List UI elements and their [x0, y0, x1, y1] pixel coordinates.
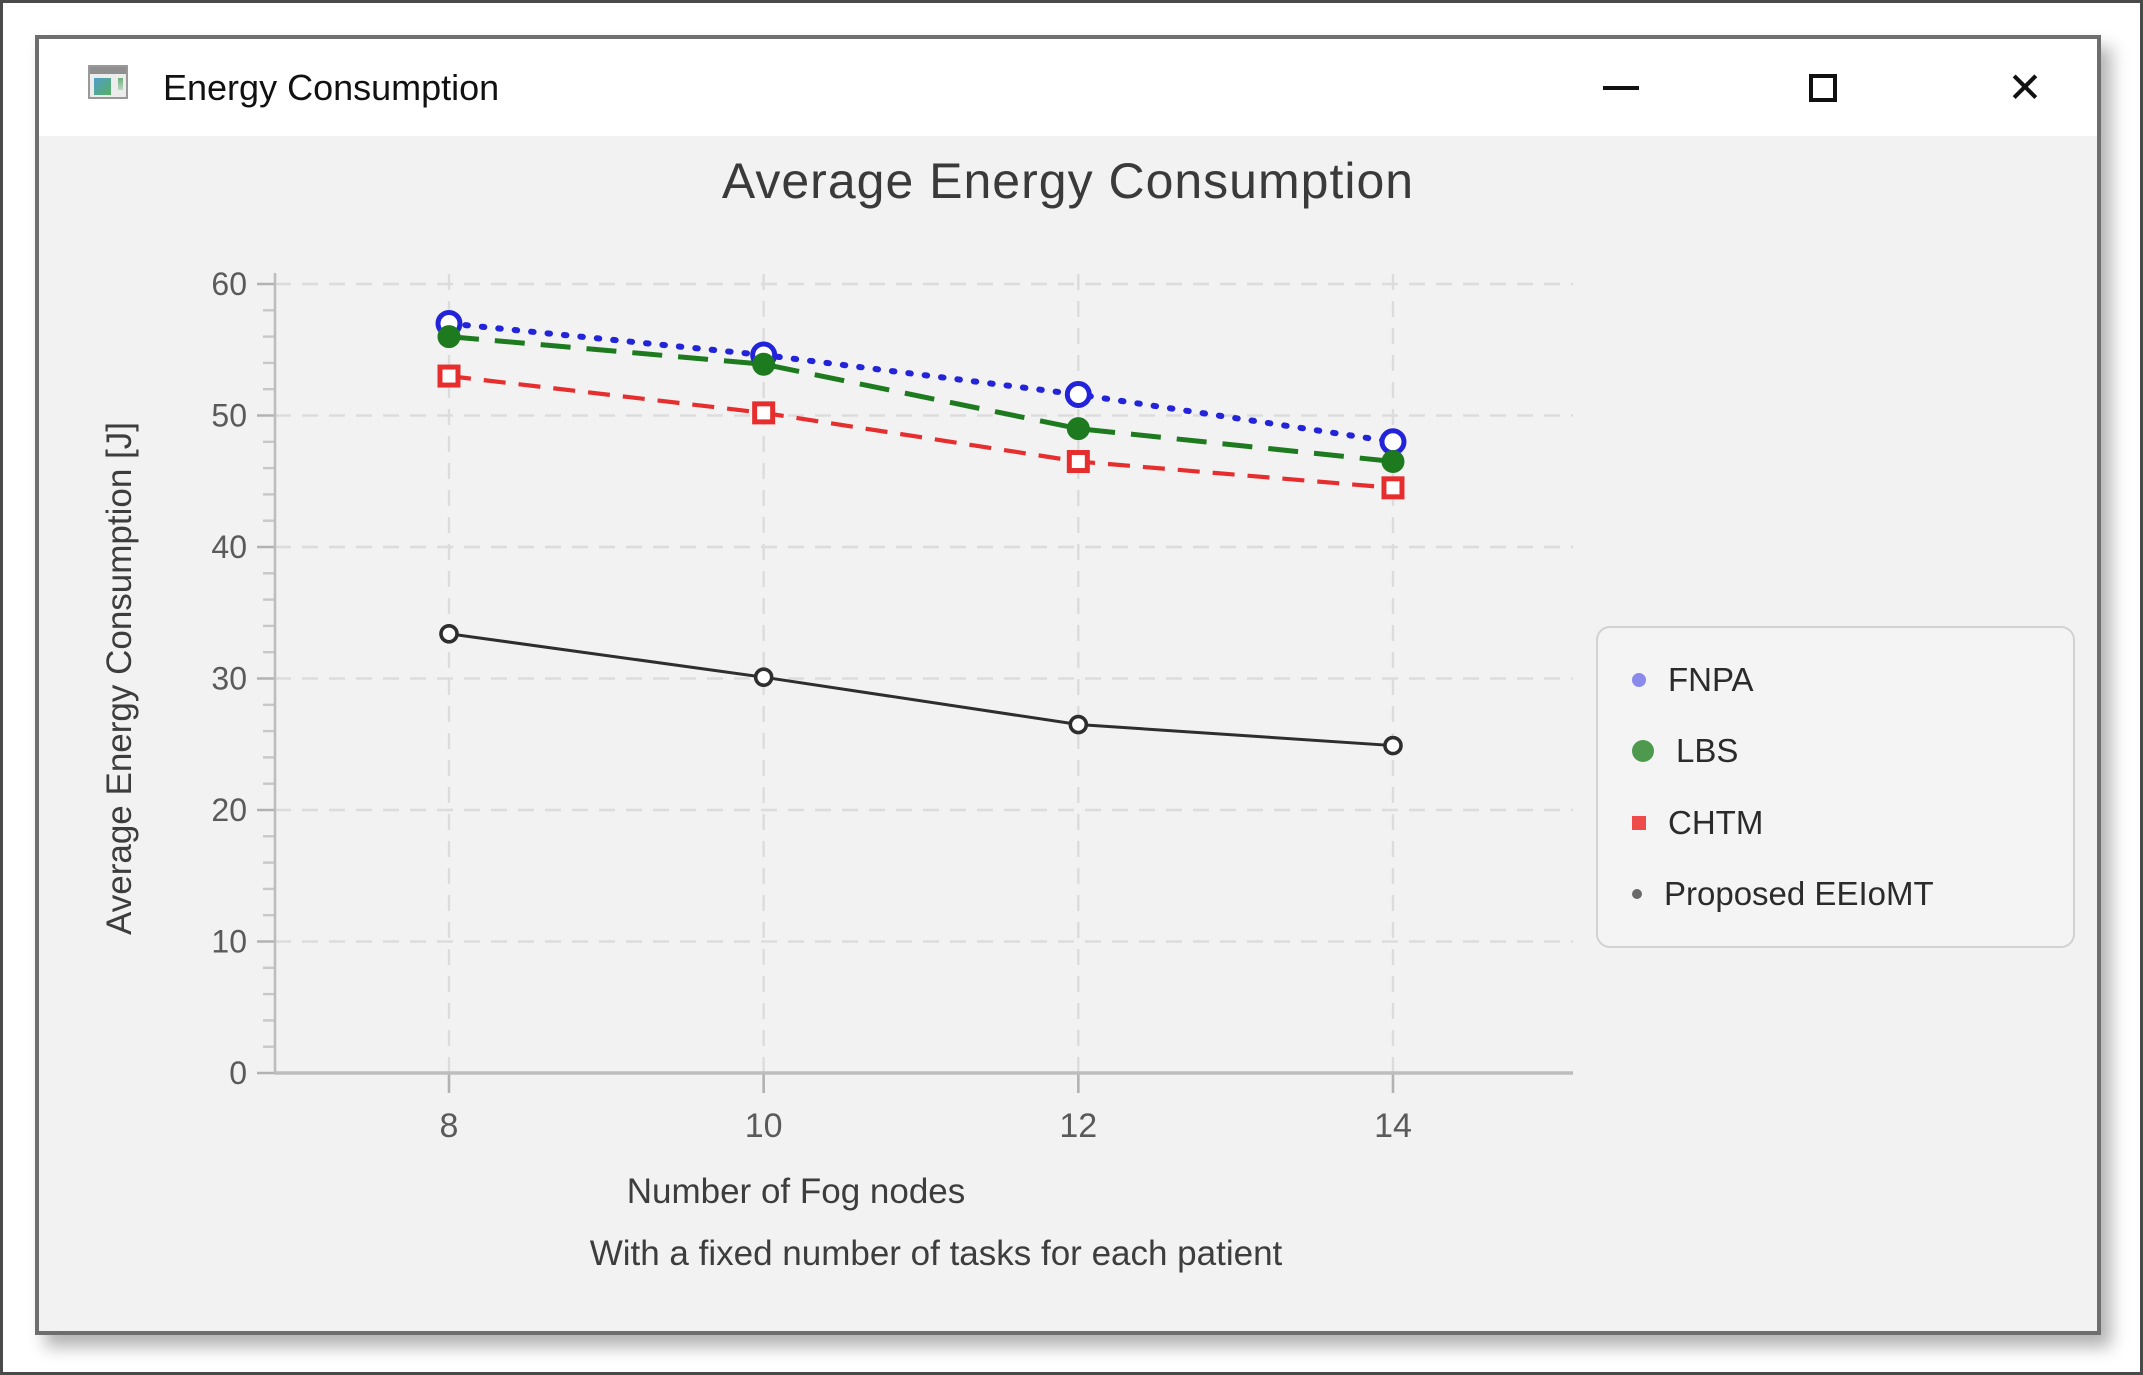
- y-tick-label: 60: [211, 266, 247, 302]
- legend-box: FNPA LBS CHTM Proposed EEIoMT: [1596, 626, 2075, 948]
- y-tick-label: 10: [211, 924, 247, 960]
- app-window: Energy Consumption ✕ Average Energy Cons…: [35, 35, 2101, 1335]
- legend-item-LBS: LBS: [1632, 732, 2063, 770]
- marker-CHTM: [752, 401, 776, 425]
- marker-FNPA: [1064, 380, 1092, 408]
- legend-item-CHTM: CHTM: [1632, 804, 2063, 842]
- maximize-icon: [1809, 73, 1837, 102]
- marker-LBS: [752, 352, 776, 376]
- marker-Proposed-EEIoMT: [1068, 714, 1089, 735]
- square-open-legend-icon: [1632, 815, 1646, 830]
- marker-CHTM: [1066, 450, 1090, 474]
- series-line-LBS: [448, 334, 1394, 465]
- series-line-Proposed-EEIoMT: [448, 632, 1394, 748]
- marker-CHTM: [437, 364, 461, 388]
- x-tick-label: 8: [440, 1107, 459, 1145]
- close-button[interactable]: ✕: [1995, 39, 2055, 136]
- y-tick-label: 40: [211, 529, 247, 565]
- chart-title: Average Energy Consumption: [721, 153, 1415, 209]
- minimize-icon: [1603, 85, 1639, 90]
- x-tick-label: 12: [1059, 1107, 1097, 1145]
- circle-filled-legend-icon: [1632, 740, 1654, 763]
- series-line-FNPA: [446, 320, 1396, 445]
- x-axis-sublabel: With a fixed number of tasks for each pa…: [590, 1234, 1283, 1273]
- series-line-CHTM: [448, 373, 1394, 490]
- circle-open-legend-icon: [1632, 672, 1646, 687]
- legend-label: LBS: [1676, 732, 1739, 770]
- app-chart-icon: [88, 65, 128, 99]
- marker-Proposed-EEIoMT: [1383, 735, 1403, 756]
- marker-Proposed-EEIoMT: [753, 667, 774, 687]
- y-tick-label: 30: [211, 661, 247, 697]
- window-title: Energy Consumption: [163, 66, 500, 108]
- legend-label: CHTM: [1668, 803, 1764, 841]
- marker-FNPA: [1379, 428, 1407, 456]
- y-tick-label: 50: [211, 398, 247, 434]
- x-tick-label: 10: [745, 1107, 783, 1145]
- legend-item-FNPA: FNPA: [1632, 661, 2063, 699]
- marker-LBS: [437, 325, 461, 349]
- window-titlebar[interactable]: Energy Consumption ✕: [39, 39, 2097, 136]
- plot-area: 0 10 20 30 40 50 60 8 10 12 14 Average Energy Consu…: [100, 266, 1573, 1273]
- maximize-button[interactable]: [1793, 39, 1853, 136]
- x-tick-label: 14: [1374, 1107, 1412, 1145]
- close-icon: ✕: [2007, 63, 2043, 111]
- circle-open-small-legend-icon: [1632, 889, 1642, 900]
- y-tick-label: 0: [229, 1055, 247, 1091]
- window-controls: ✕: [1591, 39, 2097, 136]
- x-axis-label: Number of Fog nodes: [627, 1172, 966, 1211]
- marker-LBS: [1066, 417, 1090, 441]
- y-axis-label: Average Energy Consumption [J]: [100, 422, 139, 935]
- marker-CHTM: [1381, 476, 1405, 500]
- legend-label: FNPA: [1668, 660, 1754, 698]
- minimize-button[interactable]: [1591, 39, 1651, 136]
- figure-canvas: Average Energy Consumption 0 10 20 30 40 50 60…: [39, 136, 2097, 1331]
- legend-label: Proposed EEIoMT: [1664, 875, 1934, 913]
- y-tick-label: 20: [211, 792, 247, 828]
- marker-LBS: [1381, 450, 1405, 474]
- legend-item-Proposed-EEIoMT: Proposed EEIoMT: [1632, 875, 2063, 913]
- marker-Proposed-EEIoMT: [439, 623, 459, 644]
